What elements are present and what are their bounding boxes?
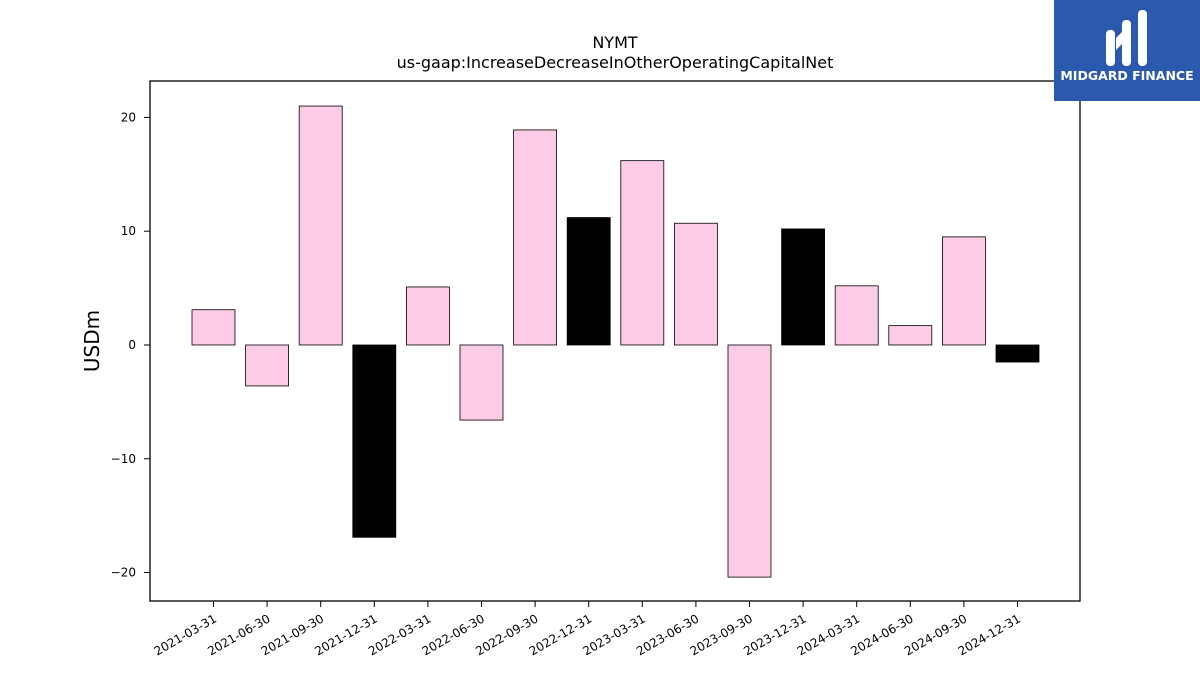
y-tick-label: 20 (121, 110, 136, 124)
chart-subtitle: us-gaap:IncreaseDecreaseInOtherOperating… (397, 53, 834, 72)
bar-2023-09-30 (727, 344, 772, 578)
brand-name: MIDGARD FINANCE (1060, 68, 1194, 83)
bars (191, 105, 1040, 578)
bar-2024-06-30 (888, 325, 933, 346)
y-tick-label: 10 (121, 224, 136, 238)
bar-2024-03-31 (834, 285, 879, 346)
bar-2023-03-31 (620, 160, 665, 346)
midgard-finance-logo: MIDGARD FINANCE (1054, 0, 1200, 101)
bar-2022-09-30 (513, 129, 557, 346)
bar-2021-03-31 (191, 309, 236, 346)
y-tick-label: −10 (111, 452, 136, 466)
bar-2023-06-30 (674, 222, 718, 346)
midgard-logo-icon (1106, 10, 1147, 66)
bar-2024-12-31 (995, 344, 1040, 363)
bar-2024-09-30 (942, 236, 986, 346)
y-tick-label: −20 (111, 566, 136, 580)
chart-title: NYMT (592, 33, 638, 52)
bar-2021-06-30 (245, 344, 290, 387)
bar-2021-09-30 (298, 105, 343, 346)
y-axis-ticks: −20 −10 0 10 20 (111, 110, 150, 580)
bar-2023-12-31 (781, 228, 825, 346)
bar-2022-03-31 (405, 286, 450, 346)
plot-frame (149, 80, 1081, 602)
y-tick-label: 0 (128, 338, 136, 352)
bar-2021-12-31 (352, 344, 397, 538)
bar-2022-06-30 (459, 344, 504, 421)
x-axis-ticks: 2021-03-312021-06-302021-09-302021-12-31… (152, 601, 1023, 658)
bar-2022-12-31 (566, 217, 611, 346)
y-axis-label: USDm (80, 310, 104, 372)
